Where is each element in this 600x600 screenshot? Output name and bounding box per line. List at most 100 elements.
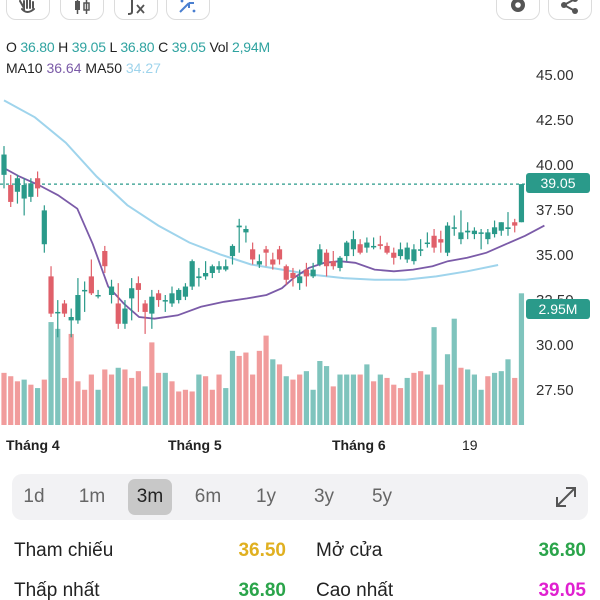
volume-bar xyxy=(283,376,289,425)
ohlc-legend: O 36.80 H 39.05 L 36.80 C 39.05 Vol 2,94… xyxy=(6,39,270,55)
chart-type-button[interactable] xyxy=(60,0,104,20)
volume-bar xyxy=(330,386,336,425)
candle-body xyxy=(102,251,108,267)
x-tick-label: 19 xyxy=(462,437,478,453)
candle-body xyxy=(75,295,81,321)
close-label: C xyxy=(158,39,168,55)
share-icon xyxy=(561,0,578,14)
volume-bar xyxy=(505,359,511,425)
candle-body xyxy=(478,232,484,234)
candle-body xyxy=(1,154,7,175)
volume-bar xyxy=(209,389,215,425)
candle-body xyxy=(14,178,21,192)
candle-body xyxy=(424,242,430,245)
volume-bar xyxy=(61,377,68,425)
volume-bar xyxy=(424,374,430,425)
volume-bar xyxy=(142,386,148,425)
volume-bar xyxy=(364,364,370,425)
candle-body xyxy=(209,266,215,273)
price-tick-label: 35.00 xyxy=(536,247,574,264)
volume-bar xyxy=(397,388,404,425)
candle-body xyxy=(8,185,14,202)
range-selector: 1d 1m 3m 6m 1y 3y 5y xyxy=(12,474,588,520)
candle-body xyxy=(256,261,262,265)
candle-body xyxy=(203,273,209,277)
expand-icon[interactable] xyxy=(552,483,580,511)
volume-bar xyxy=(471,374,477,425)
volume-bar xyxy=(377,374,383,425)
candle-body xyxy=(270,259,276,265)
candle-body xyxy=(68,317,74,321)
volume-label: Vol xyxy=(209,39,229,55)
volume-bar xyxy=(169,381,175,425)
candle-body xyxy=(216,266,222,270)
volume-bar xyxy=(418,371,424,425)
ma50-value: 34.27 xyxy=(125,60,161,76)
volume-bar xyxy=(290,379,296,425)
candle-body xyxy=(82,289,88,292)
candle-body xyxy=(505,227,511,229)
volume-bar xyxy=(135,371,141,425)
candle-body xyxy=(411,249,417,262)
volume-tag: 2.95M xyxy=(526,299,590,319)
candle-body xyxy=(290,273,296,279)
drawing-tools-button[interactable] xyxy=(166,0,210,20)
candle-body xyxy=(317,249,323,265)
candle-body xyxy=(243,229,249,233)
hand-tool-button[interactable] xyxy=(6,0,50,20)
candle-body xyxy=(485,232,491,240)
volume-bar xyxy=(223,388,229,425)
candle-body xyxy=(176,289,182,301)
ma10-label: MA10 xyxy=(6,60,43,76)
volume-bar xyxy=(182,389,189,425)
candle-body xyxy=(35,178,41,189)
low-value: 36.80 xyxy=(120,39,155,55)
x-tick-label: Tháng 6 xyxy=(332,437,386,453)
low-label: L xyxy=(109,39,117,55)
candle-body xyxy=(323,252,330,267)
volume-bar xyxy=(155,372,162,425)
range-1y[interactable]: 1y xyxy=(255,486,277,507)
reference-price-label: Tham chiếu xyxy=(14,540,114,561)
range-1m[interactable]: 1m xyxy=(78,486,106,507)
volume-bar xyxy=(411,372,417,425)
volume-bar xyxy=(48,322,54,425)
indicators-button[interactable] xyxy=(114,0,158,20)
candle-body xyxy=(169,293,175,304)
range-3m[interactable]: 3m xyxy=(128,479,172,515)
candle-body xyxy=(155,293,162,301)
volume-bar xyxy=(122,369,128,425)
volume-bar xyxy=(263,335,269,425)
volume-bar xyxy=(108,374,115,425)
reference-price-value: 36.50 xyxy=(238,540,286,561)
candle-body xyxy=(263,249,269,253)
candle-body xyxy=(344,242,350,257)
volume-bar xyxy=(176,391,182,425)
candle-body xyxy=(491,227,498,235)
price-chart[interactable] xyxy=(0,60,600,460)
volume-bar xyxy=(491,372,498,425)
range-1d[interactable]: 1d xyxy=(23,486,45,507)
candle-body xyxy=(297,276,303,284)
range-6m[interactable]: 6m xyxy=(194,486,222,507)
volume-bar xyxy=(498,371,504,425)
volume-bar xyxy=(350,374,357,425)
settings-button[interactable] xyxy=(496,0,540,20)
ma10-line xyxy=(3,167,545,320)
volume-bar xyxy=(55,328,61,425)
candle-body xyxy=(142,303,148,312)
volume-bar xyxy=(236,355,242,425)
volume-bar xyxy=(196,374,202,425)
share-button[interactable] xyxy=(548,0,592,20)
settings-icon xyxy=(511,0,525,12)
candle-body xyxy=(303,269,309,277)
x-tick-label: Tháng 5 xyxy=(168,437,222,453)
candle-body xyxy=(391,252,397,258)
high-label: H xyxy=(58,39,69,55)
range-3y[interactable]: 3y xyxy=(313,486,335,507)
range-5y[interactable]: 5y xyxy=(371,486,393,507)
candle-body xyxy=(357,244,363,253)
ma10-value: 36.64 xyxy=(46,60,82,76)
volume-bar xyxy=(88,374,94,425)
volume-bar xyxy=(162,372,168,425)
